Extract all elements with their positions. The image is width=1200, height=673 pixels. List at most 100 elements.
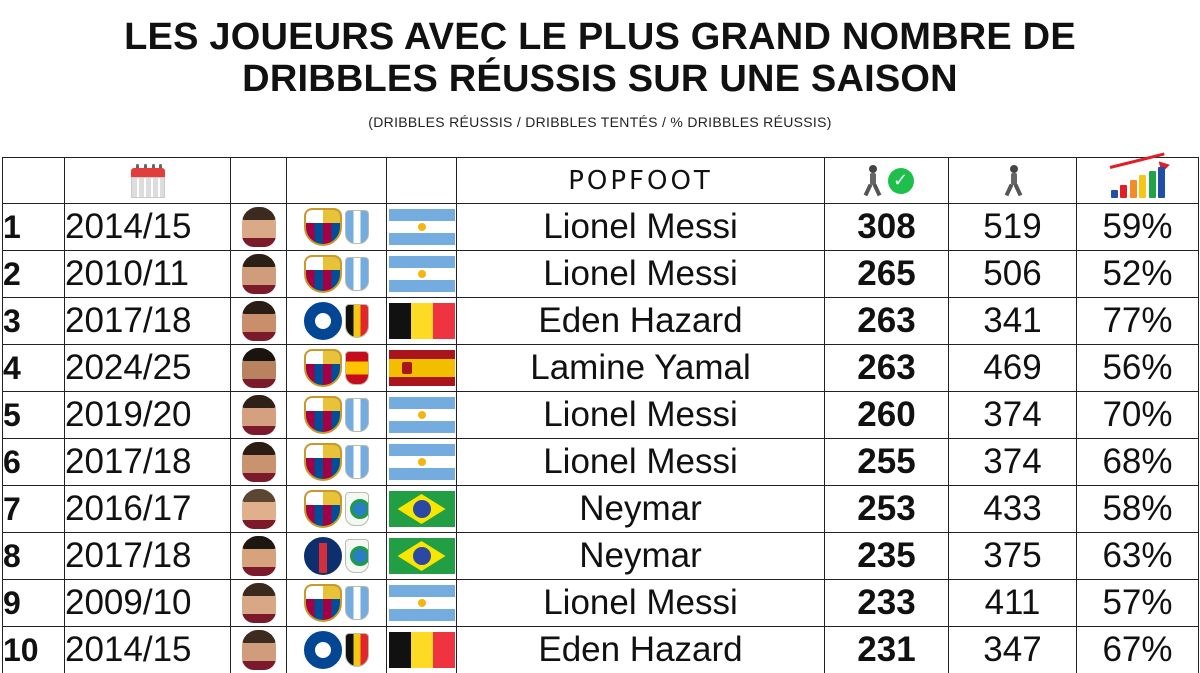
attempted-dribbles-cell: 341 [948, 297, 1077, 345]
player-name: Eden Hazard [538, 630, 743, 669]
badges-cell [286, 532, 387, 580]
table-row: 9 2009/10 Lionel Messi 233 411 57% [2, 579, 1199, 627]
rank-cell: 7 [2, 485, 65, 533]
argentina-flag [388, 444, 455, 480]
barcelona-crest [304, 396, 342, 434]
success-rate-cell: 59% [1076, 203, 1199, 251]
photo-cell [230, 203, 287, 251]
table-row: 10 2014/15 Eden Hazard 231 347 67% [2, 626, 1199, 673]
belgium-federation-crest [345, 633, 369, 667]
attempted-dribbles-value: 469 [983, 348, 1042, 387]
success-rate-value: 58% [1102, 489, 1173, 528]
success-rate-cell: 68% [1076, 438, 1199, 486]
success-rate-cell: 70% [1076, 391, 1199, 439]
attempted-dribbles-cell: 433 [948, 485, 1077, 533]
success-rate-cell: 67% [1076, 626, 1199, 673]
brazil-federation-crest [345, 492, 369, 526]
successful-dribbles-cell: 233 [824, 579, 949, 627]
successful-dribbles-cell: 235 [824, 532, 949, 580]
table-row: 1 2014/15 Lionel Messi 308 519 59% [2, 203, 1199, 251]
attempted-dribbles-cell: 519 [948, 203, 1077, 251]
player-name-cell: Eden Hazard [456, 626, 825, 673]
argentina-flag [388, 256, 455, 292]
season-value: 2009/10 [65, 583, 192, 622]
season-value: 2017/18 [65, 301, 192, 340]
photo-cell [230, 250, 287, 298]
argentina-flag [388, 209, 455, 245]
badges-cell [286, 250, 387, 298]
success-rate-value: 67% [1102, 630, 1173, 669]
player-name-cell: Neymar [456, 532, 825, 580]
successful-dribbles-value: 233 [857, 583, 916, 622]
argentina-federation-crest [345, 445, 369, 479]
table-row: 7 2016/17 Neymar 253 433 58% [2, 485, 1199, 533]
barcelona-crest [304, 490, 342, 528]
attempted-dribbles-value: 519 [983, 207, 1042, 246]
attempted-dribbles-cell: 411 [948, 579, 1077, 627]
successful-dribbles-cell: 253 [824, 485, 949, 533]
table-row: 6 2017/18 Lionel Messi 255 374 68% [2, 438, 1199, 486]
barcelona-crest [304, 349, 342, 387]
season-value: 2017/18 [65, 442, 192, 481]
belgium-federation-crest [345, 304, 369, 338]
flag-cell [386, 579, 457, 627]
season-value: 2024/25 [65, 348, 192, 387]
player-name: Lionel Messi [543, 207, 738, 246]
chart-icon-bar [1120, 184, 1127, 198]
argentina-flag [388, 585, 455, 621]
flag-cell [386, 532, 457, 580]
table-row: 2 2010/11 Lionel Messi 265 506 52% [2, 250, 1199, 298]
rank-value: 5 [3, 396, 21, 433]
player-name-cell: Lionel Messi [456, 438, 825, 486]
player-avatar [241, 583, 276, 623]
success-rate-cell: 77% [1076, 297, 1199, 345]
successful-dribbles-cell: 255 [824, 438, 949, 486]
chart-icon-bar [1148, 170, 1156, 198]
chelsea-crest [304, 302, 342, 340]
player-name-cell: Neymar [456, 485, 825, 533]
badges-cell [286, 203, 387, 251]
badges-cell [286, 438, 387, 486]
photo-cell [230, 297, 287, 345]
argentina-federation-crest [345, 398, 369, 432]
table-row: 8 2017/18 Neymar 235 375 63% [2, 532, 1199, 580]
chart-icon-bar [1158, 166, 1165, 198]
successful-dribbles-value: 260 [857, 395, 916, 434]
success-rate-value: 63% [1102, 536, 1173, 575]
successful-dribbles-value: 263 [857, 301, 916, 340]
player-name-cell: Lionel Messi [456, 391, 825, 439]
table-row: 4 2024/25 Lamine Yamal 263 469 56% [2, 344, 1199, 392]
success-rate-cell: 58% [1076, 485, 1199, 533]
header-attempted-cell [948, 157, 1077, 204]
flag-cell [386, 203, 457, 251]
player-avatar [241, 536, 276, 576]
photo-cell [230, 485, 287, 533]
successful-dribbles-value: 255 [857, 442, 916, 481]
argentina-federation-crest [345, 210, 369, 244]
photo-cell [230, 579, 287, 627]
player-avatar [241, 489, 276, 529]
rank-value: 3 [3, 302, 21, 339]
header-successful-cell: ✓ [824, 157, 949, 204]
season-value: 2014/15 [65, 630, 192, 669]
season-cell: 2019/20 [64, 391, 231, 439]
successful-dribbles-cell: 265 [824, 250, 949, 298]
argentina-flag [388, 397, 455, 433]
barcelona-crest [304, 584, 342, 622]
brazil-federation-crest [345, 539, 369, 573]
chart-icon-bar [1139, 174, 1146, 198]
chart-icon-bar [1110, 189, 1118, 198]
success-rate-cell: 57% [1076, 579, 1199, 627]
rank-cell: 6 [2, 438, 65, 486]
photo-cell [230, 391, 287, 439]
header-photo-cell [230, 157, 287, 204]
rank-value: 9 [3, 584, 21, 621]
season-value: 2017/18 [65, 536, 192, 575]
attempted-dribbles-cell: 375 [948, 532, 1077, 580]
player-avatar [241, 348, 276, 388]
season-cell: 2010/11 [64, 250, 231, 298]
spain-flag [388, 350, 455, 386]
barcelona-crest [304, 208, 342, 246]
season-cell: 2014/15 [64, 626, 231, 673]
success-rate-value: 52% [1102, 254, 1173, 293]
